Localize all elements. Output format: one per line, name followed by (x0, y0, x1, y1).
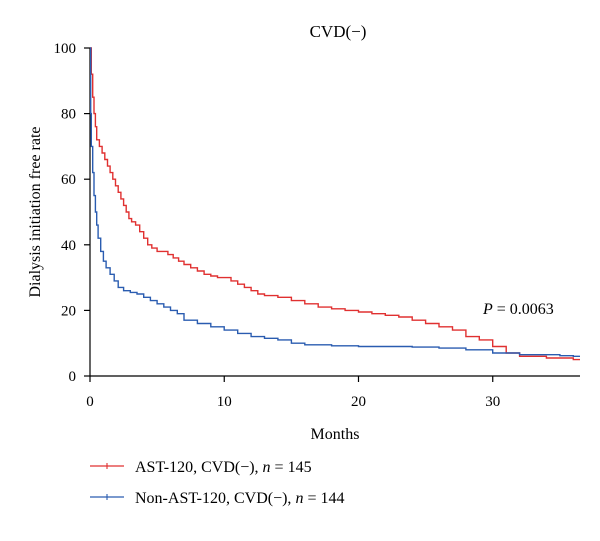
series-non-ast120-line (90, 47, 580, 357)
legend-label-ast120-n: n (263, 459, 271, 476)
x-ticks: 0 10 20 30 (86, 376, 500, 410)
x-tick-label: 10 (217, 394, 232, 410)
x-tick-label: 30 (485, 394, 500, 410)
x-tick-label: 20 (351, 394, 366, 410)
legend-item-non-ast120: Non-AST-120, CVD(−), n = 144 (90, 490, 344, 507)
series-ast120-line (90, 47, 580, 361)
chart-title: CVD(−) (310, 22, 367, 41)
y-tick-label: 100 (54, 41, 77, 57)
y-tick-label: 80 (61, 107, 76, 123)
legend-label-ast120: AST-120, CVD(−), n = 145 (135, 459, 312, 476)
p-value-symbol: P (482, 301, 493, 318)
legend-label-non-ast120-main: Non-AST-120, CVD(−), (135, 490, 295, 507)
series-layer (90, 47, 580, 361)
p-value-text: = 0.0063 (493, 301, 554, 318)
y-tick-label: 40 (61, 238, 76, 254)
y-ticks: 0 20 40 60 80 100 (54, 41, 90, 385)
legend: AST-120, CVD(−), n = 145 Non-AST-120, CV… (90, 459, 344, 507)
y-axis-label: Dialysis initiation free rate (27, 126, 44, 297)
legend-label-ast120-count: = 145 (271, 459, 312, 476)
y-tick-label: 60 (61, 172, 76, 188)
legend-label-non-ast120-n: n (295, 490, 303, 507)
legend-label-ast120-main: AST-120, CVD(−), (135, 459, 263, 476)
legend-item-ast120: AST-120, CVD(−), n = 145 (90, 459, 312, 476)
p-value-annotation: P = 0.0063 (482, 301, 554, 318)
legend-label-non-ast120: Non-AST-120, CVD(−), n = 144 (135, 490, 344, 507)
axes (89, 48, 580, 377)
x-tick-label: 0 (86, 394, 94, 410)
legend-label-non-ast120-count: = 144 (303, 490, 344, 507)
y-tick-label: 20 (61, 303, 76, 319)
x-axis-label: Months (311, 426, 360, 443)
y-tick-label: 0 (69, 369, 77, 385)
